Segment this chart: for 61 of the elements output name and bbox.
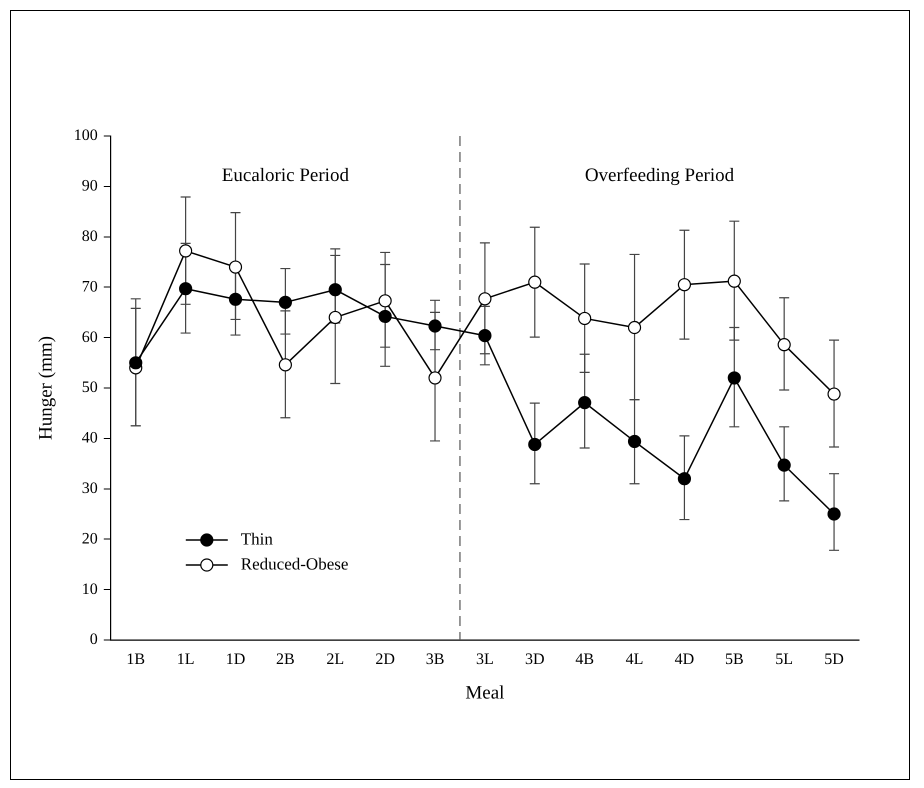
y-tick-label: 80 (82, 228, 98, 246)
point (179, 244, 192, 258)
point (478, 292, 492, 306)
point (328, 310, 342, 324)
x-tick-label: 5D (824, 650, 844, 668)
point (428, 319, 442, 333)
point (578, 312, 592, 326)
point (428, 371, 442, 385)
y-tick-label: 40 (82, 430, 98, 447)
x-tick-label: 4B (575, 650, 594, 668)
point (678, 278, 692, 292)
point (278, 358, 292, 372)
y-tick-label: 70 (82, 278, 98, 296)
x-tick-label: 2L (326, 650, 344, 668)
point (778, 338, 791, 352)
point (678, 472, 692, 486)
point (728, 371, 741, 385)
y-tick-label: 100 (74, 127, 98, 144)
point (478, 328, 492, 342)
point (378, 310, 392, 324)
x-tick-label: 1L (176, 650, 195, 668)
x-tick-label: 4L (626, 650, 644, 668)
point (129, 356, 142, 370)
point (179, 282, 192, 296)
x-tick-label: 5B (724, 650, 744, 668)
point (228, 260, 242, 274)
point (328, 283, 342, 296)
y-tick-label: 0 (90, 631, 98, 648)
y-tick-label: 20 (82, 530, 98, 548)
annotation: Overfeeding Period (584, 164, 735, 186)
x-tick-label: 3L (476, 650, 494, 668)
y-tick-label: 50 (82, 379, 98, 396)
point (628, 434, 642, 448)
y-tick-label: 60 (82, 328, 98, 346)
point (378, 294, 392, 308)
point (728, 274, 741, 288)
point (628, 320, 642, 334)
point (528, 276, 542, 289)
x-tick-label: 2B (276, 650, 295, 668)
y-tick-label: 30 (82, 480, 98, 498)
y-axis-title: Hunger (mm) (35, 336, 56, 440)
point (827, 387, 841, 401)
legend-label: Thin (240, 529, 274, 548)
point (528, 438, 542, 452)
point (278, 296, 292, 309)
x-tick-label: 1B (126, 650, 146, 668)
point (778, 458, 791, 472)
x-tick-label: 5L (775, 650, 794, 668)
point (228, 292, 242, 306)
point (578, 396, 592, 410)
x-tick-label: 3D (525, 650, 545, 668)
y-tick-label: 10 (82, 580, 98, 598)
x-tick-label: 1D (226, 650, 246, 668)
point (827, 507, 841, 521)
x-axis-title: Meal (465, 682, 504, 704)
x-tick-label: 3B (426, 650, 444, 668)
y-tick-label: 90 (82, 178, 98, 195)
x-tick-label: 4D (674, 650, 694, 668)
annotation: Eucaloric Period (222, 164, 350, 186)
legend-label: Reduced-Obese (240, 554, 348, 574)
x-tick-label: 2D (375, 650, 395, 668)
